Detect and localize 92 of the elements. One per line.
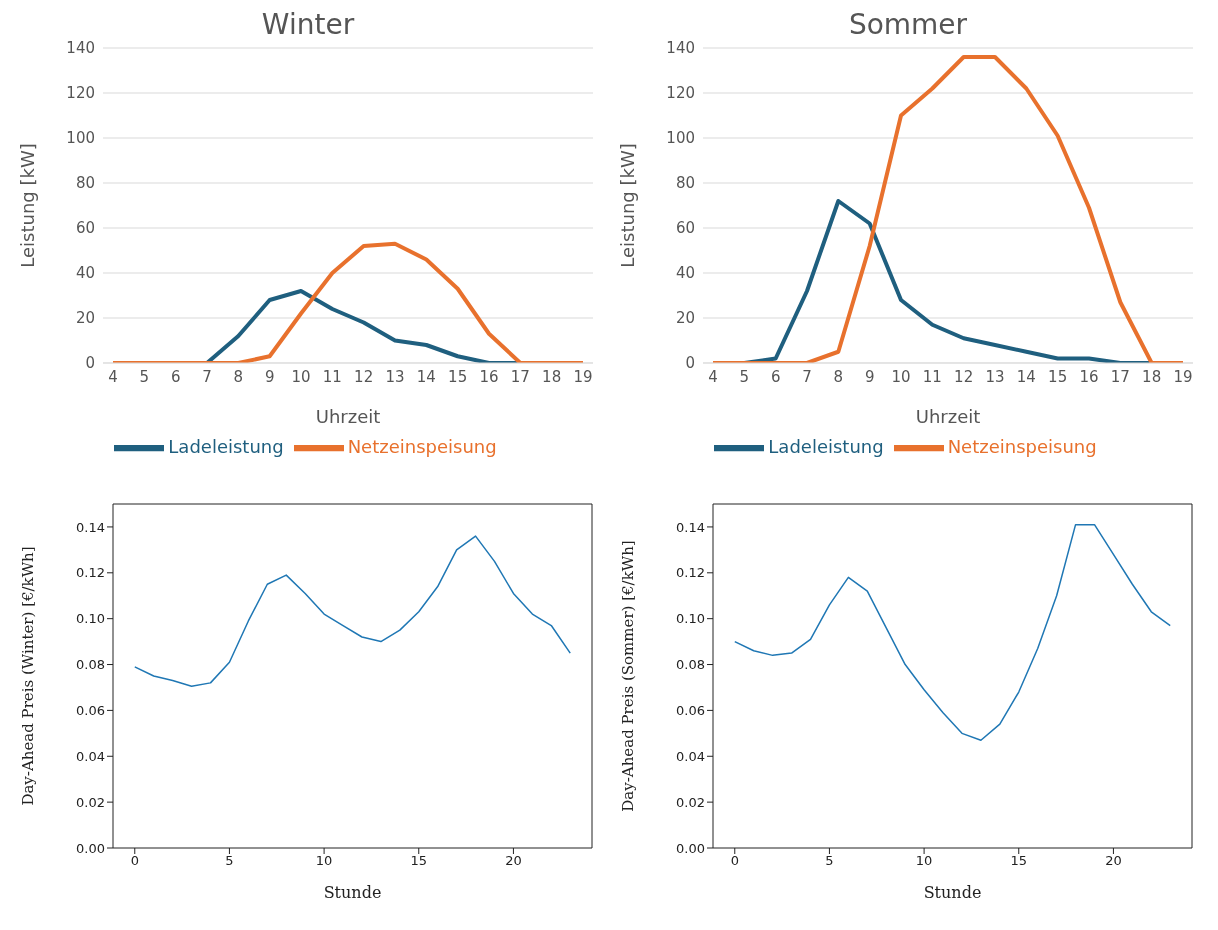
x-tick-label: 20 — [1105, 853, 1122, 869]
x-tick-label: 8 — [833, 367, 844, 386]
x-tick-label: 10 — [891, 367, 911, 386]
y-tick-label: 60 — [75, 219, 95, 238]
y-tick-label: 100 — [66, 129, 95, 148]
y-axis-title: Leistung [kW] — [17, 143, 39, 268]
line-series — [134, 535, 571, 688]
y-tick-label: 0.02 — [76, 794, 105, 810]
y-tick-label: 0.00 — [76, 840, 105, 856]
chart-title: Winter — [260, 8, 356, 41]
x-tick-label: 4 — [108, 367, 118, 386]
y-tick-label: 140 — [666, 39, 695, 58]
legend-label: Ladeleistung — [168, 436, 284, 457]
x-tick-label: 15 — [410, 853, 428, 869]
x-tick-label: 4 — [708, 367, 718, 386]
x-tick-label: 13 — [985, 367, 1005, 386]
x-tick-label: 13 — [385, 367, 405, 386]
x-tick-label: 14 — [416, 367, 436, 386]
y-tick-label: 80 — [75, 174, 95, 193]
y-tick-label: 120 — [66, 84, 95, 103]
y-axis-title: Day-Ahead Preis (Winter) [€/kWh] — [19, 546, 38, 806]
chart-title: Sommer — [847, 8, 969, 41]
line-series — [734, 523, 1171, 741]
x-tick-label: 8 — [233, 367, 244, 386]
x-tick-label: 16 — [479, 367, 499, 386]
y-tick-label: 0.02 — [676, 794, 705, 810]
y-tick-label: 60 — [675, 219, 695, 238]
y-tick-label: 20 — [75, 309, 95, 328]
y-tick-label: 0.10 — [76, 611, 105, 627]
x-tick-label: 16 — [1079, 367, 1099, 386]
x-tick-label: 20 — [505, 853, 522, 869]
x-tick-label: 10 — [315, 853, 333, 869]
x-tick-label: 19 — [1173, 367, 1193, 386]
y-tick-label: 80 — [675, 174, 695, 193]
legend-label: Netzeinspeisung — [947, 436, 1097, 457]
x-tick-label: 10 — [915, 853, 933, 869]
x-axis-title: Uhrzeit — [915, 406, 981, 427]
x-tick-label: 12 — [354, 367, 374, 386]
y-tick-label: 0.08 — [76, 657, 105, 673]
y-tick-label: 0 — [85, 354, 95, 373]
x-tick-label: 5 — [225, 853, 234, 869]
x-tick-label: 9 — [864, 367, 875, 386]
x-tick-label: 11 — [322, 367, 342, 386]
x-tick-label: 17 — [510, 367, 530, 386]
y-tick-label: 0.08 — [676, 657, 705, 673]
x-tick-label: 15 — [448, 367, 468, 386]
x-tick-label: 9 — [264, 367, 275, 386]
x-tick-label: 18 — [542, 367, 562, 386]
line-series — [111, 241, 585, 363]
y-tick-label: 0.06 — [676, 703, 705, 719]
y-tick-label: 0 — [685, 354, 695, 373]
y-tick-label: 0.14 — [676, 519, 705, 535]
x-tick-label: 19 — [573, 367, 593, 386]
y-tick-label: 0.12 — [76, 565, 105, 581]
x-axis-title: Stunde — [323, 883, 382, 902]
y-tick-label: 40 — [675, 264, 695, 283]
y-tick-label: 0.04 — [676, 748, 705, 764]
x-tick-label: 7 — [202, 367, 212, 386]
y-tick-label: 120 — [666, 84, 695, 103]
line-series — [711, 55, 1185, 363]
y-tick-label: 0.04 — [76, 748, 105, 764]
y-tick-label: 0.14 — [76, 519, 105, 535]
y-tick-label: 0.12 — [676, 565, 705, 581]
x-axis-title: Stunde — [923, 883, 982, 902]
x-tick-label: 10 — [291, 367, 311, 386]
x-tick-label: 5 — [139, 367, 150, 386]
y-tick-label: 140 — [66, 39, 95, 58]
x-tick-label: 12 — [954, 367, 974, 386]
x-tick-label: 5 — [825, 853, 834, 869]
legend-label: Ladeleistung — [768, 436, 884, 457]
x-tick-label: 6 — [770, 367, 781, 386]
x-tick-label: 15 — [1048, 367, 1068, 386]
x-tick-label: 11 — [922, 367, 942, 386]
x-tick-label: 18 — [1142, 367, 1162, 386]
y-axis-title: Leistung [kW] — [617, 143, 639, 268]
y-tick-label: 40 — [75, 264, 95, 283]
x-tick-label: 7 — [802, 367, 812, 386]
y-tick-label: 0.10 — [676, 611, 705, 627]
x-tick-label: 0 — [130, 853, 139, 869]
y-tick-label: 20 — [675, 309, 695, 328]
x-tick-label: 14 — [1016, 367, 1036, 386]
x-tick-label: 5 — [739, 367, 750, 386]
y-tick-label: 0.06 — [76, 703, 105, 719]
x-tick-label: 0 — [730, 853, 739, 869]
x-tick-label: 15 — [1010, 853, 1028, 869]
y-tick-label: 100 — [666, 129, 695, 148]
x-axis-title: Uhrzeit — [315, 406, 381, 427]
legend-label: Netzeinspeisung — [347, 436, 497, 457]
y-tick-label: 0.00 — [676, 840, 705, 856]
y-axis-title: Day-Ahead Preis (Sommer) [€/kWh] — [619, 540, 638, 812]
x-tick-label: 17 — [1110, 367, 1130, 386]
x-tick-label: 6 — [170, 367, 181, 386]
